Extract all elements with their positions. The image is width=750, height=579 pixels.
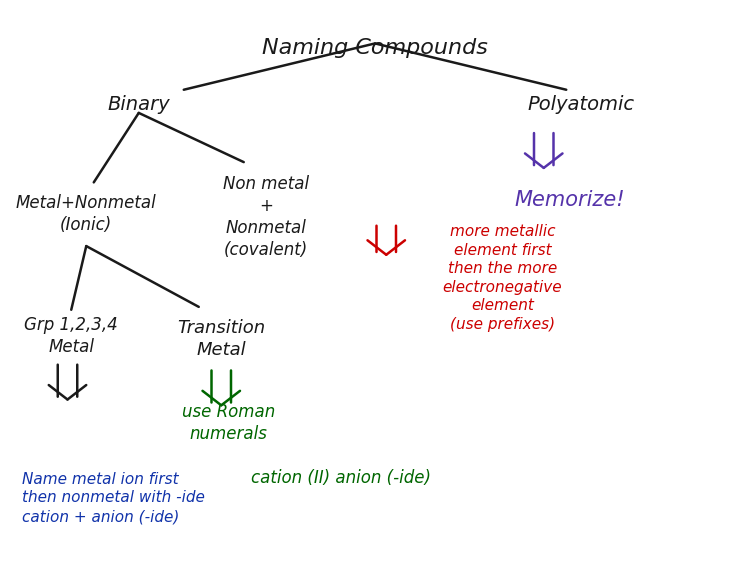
Text: more metallic
element first
then the more
electronegative
element
(use prefixes): more metallic element first then the mor… [442, 224, 562, 332]
Text: Metal+Nonmetal
(Ionic): Metal+Nonmetal (Ionic) [16, 194, 157, 234]
Text: use Roman
numerals: use Roman numerals [182, 402, 275, 443]
Text: cation (II) anion (-ide): cation (II) anion (-ide) [251, 468, 431, 487]
Text: Non metal
+
Nonmetal
(covalent): Non metal + Nonmetal (covalent) [224, 175, 309, 259]
Text: Grp 1,2,3,4
Metal: Grp 1,2,3,4 Metal [24, 316, 118, 356]
Text: Name metal ion first
then nonmetal with -ide
cation + anion (-ide): Name metal ion first then nonmetal with … [22, 472, 206, 524]
Text: Memorize!: Memorize! [514, 190, 625, 210]
Text: Polyatomic: Polyatomic [528, 95, 634, 113]
Text: Binary: Binary [107, 95, 170, 113]
Text: Transition
Metal: Transition Metal [177, 318, 266, 359]
Text: Naming Compounds: Naming Compounds [262, 38, 488, 58]
